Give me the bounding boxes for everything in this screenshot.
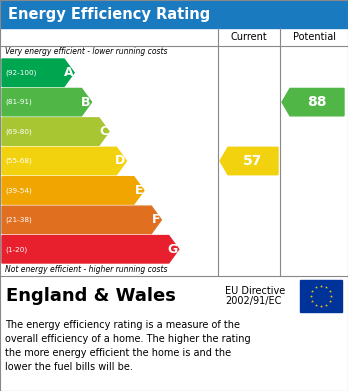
Text: 2002/91/EC: 2002/91/EC (225, 296, 282, 306)
Text: 57: 57 (243, 154, 263, 168)
Text: Potential: Potential (293, 32, 335, 42)
Text: EU Directive: EU Directive (225, 286, 285, 296)
Text: B: B (81, 96, 90, 109)
Polygon shape (220, 147, 278, 175)
Polygon shape (2, 177, 144, 204)
Polygon shape (2, 88, 92, 116)
Text: (39-54): (39-54) (5, 187, 32, 194)
Text: (55-68): (55-68) (5, 158, 32, 164)
Polygon shape (2, 147, 126, 175)
Polygon shape (2, 206, 161, 233)
Text: (1-20): (1-20) (5, 246, 27, 253)
Text: D: D (115, 154, 125, 167)
Text: A: A (63, 66, 73, 79)
Text: (69-80): (69-80) (5, 128, 32, 135)
Text: England & Wales: England & Wales (6, 287, 176, 305)
Bar (0, 0, 348, 28)
Polygon shape (282, 88, 344, 116)
Text: 88: 88 (307, 95, 327, 109)
Bar (300, 280, 342, 312)
Text: Very energy efficient - lower running costs: Very energy efficient - lower running co… (5, 47, 167, 57)
Text: (81-91): (81-91) (5, 99, 32, 106)
Text: The energy efficiency rating is a measure of the
overall efficiency of a home. T: The energy efficiency rating is a measur… (5, 320, 251, 372)
Text: Energy Efficiency Rating: Energy Efficiency Rating (8, 7, 210, 22)
Text: (92-100): (92-100) (5, 70, 37, 76)
Text: F: F (152, 213, 160, 226)
Bar (0, 276, 348, 316)
Polygon shape (2, 59, 74, 86)
Polygon shape (2, 118, 109, 145)
Text: G: G (167, 243, 178, 256)
Bar (0, 28, 348, 276)
Text: E: E (134, 184, 143, 197)
Text: Not energy efficient - higher running costs: Not energy efficient - higher running co… (5, 265, 167, 274)
Polygon shape (2, 235, 179, 263)
Text: Current: Current (231, 32, 267, 42)
Text: (21-38): (21-38) (5, 217, 32, 223)
Text: C: C (99, 125, 108, 138)
